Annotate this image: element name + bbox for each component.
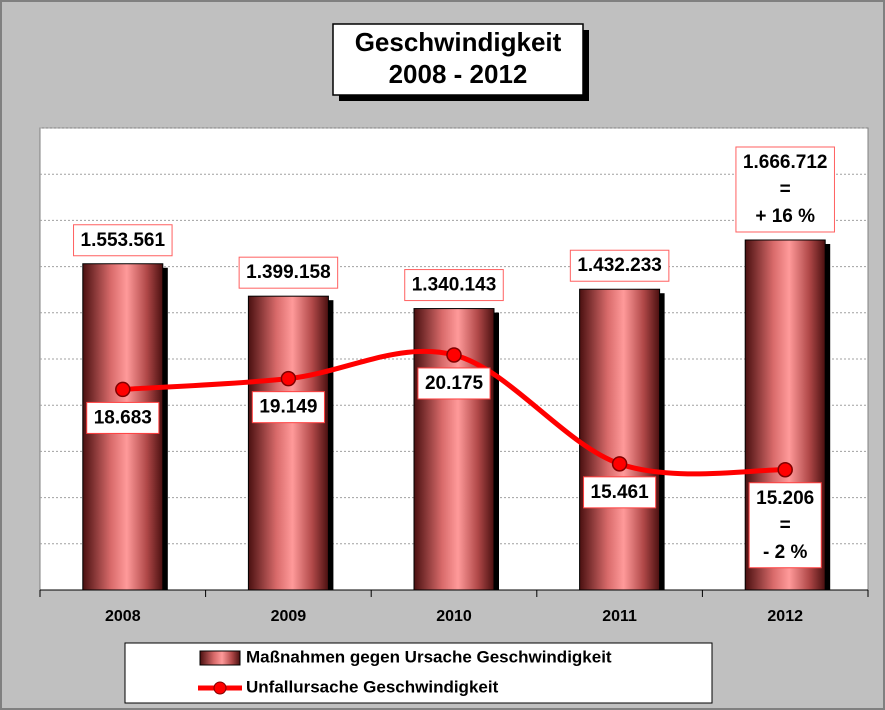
bar	[579, 288, 661, 591]
data-label: 20.175	[425, 373, 484, 394]
data-label: 1.666.712	[743, 152, 828, 173]
data-label-box	[251, 391, 325, 424]
bar	[247, 295, 329, 591]
data-label-box	[404, 269, 504, 302]
data-label: 1.340.143	[412, 275, 497, 296]
x-tick-label: 2009	[271, 608, 307, 625]
data-label: 19.149	[259, 397, 317, 418]
data-label-box	[238, 256, 339, 289]
line-marker	[280, 370, 297, 387]
data-label-note: + 16 %	[755, 206, 815, 227]
data-label: 1.399.158	[246, 262, 331, 283]
legend-marker	[213, 681, 227, 695]
legend-label: Maßnahmen gegen Ursache Geschwindigkeit	[246, 647, 612, 666]
legend-label: Unfallursache Geschwindigkeit	[246, 677, 499, 696]
data-label: 18.683	[94, 407, 152, 428]
line-marker	[611, 456, 628, 472]
chart-subtitle: 2008 - 2012	[389, 59, 528, 89]
data-label: 1.432.233	[577, 255, 662, 276]
title-box	[332, 23, 584, 96]
data-label-note: - 2 %	[763, 542, 807, 563]
data-label-note: =	[780, 179, 791, 200]
legend-swatch	[199, 650, 241, 666]
chart-title: Geschwindigkeit	[355, 27, 562, 57]
data-label-box	[583, 476, 657, 509]
line-marker	[777, 461, 793, 478]
data-label-box	[73, 224, 173, 257]
data-label-box	[735, 146, 835, 233]
x-tick-label: 2010	[436, 608, 472, 625]
data-label-box	[417, 367, 491, 400]
data-label: 15.461	[591, 482, 650, 503]
data-label-note: =	[780, 515, 791, 536]
line-marker	[115, 381, 131, 398]
x-tick-label: 2011	[602, 608, 637, 625]
line-marker	[446, 347, 462, 363]
data-label: 15.206	[756, 488, 814, 509]
data-label-box	[86, 401, 160, 434]
x-tick-label: 2012	[767, 608, 803, 625]
data-label-box	[569, 249, 670, 282]
x-tick-label: 2008	[105, 608, 141, 625]
data-label-box	[748, 482, 822, 569]
data-label: 1.553.561	[81, 230, 166, 251]
